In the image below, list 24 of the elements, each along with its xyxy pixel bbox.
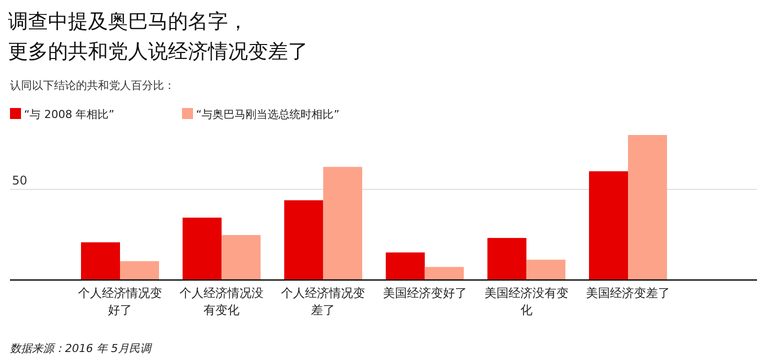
bar — [182, 218, 222, 280]
bar — [81, 242, 120, 280]
bar — [120, 261, 159, 280]
x-tick-label: 美国经济变差了 — [586, 286, 670, 300]
annotation: 50 — [12, 173, 28, 188]
chart-subtitle: 认同以下结论的共和党人百分比： — [10, 79, 175, 92]
bar — [487, 238, 526, 280]
bar — [589, 171, 628, 280]
x-tick-label: 美国经济变好了 — [382, 286, 467, 300]
bar — [386, 252, 425, 280]
x-tick-label: 个人经济情况变差了 — [281, 286, 366, 317]
bar — [323, 166, 362, 280]
bar — [424, 266, 464, 280]
legend-label: “与奥巴马刚当选总统时相比” — [196, 108, 340, 121]
bar — [222, 235, 261, 280]
bar — [284, 200, 324, 280]
x-tick-label: 美国经济没有变化 — [484, 286, 568, 317]
legend-label: “与 2008 年相比” — [24, 108, 114, 121]
source-note: 数据来源：2016 年 5月民调 — [10, 342, 153, 355]
chart-title: 调查中提及奥巴马的名字，更多的共和党人说经济情况变差了 — [8, 9, 308, 63]
x-tick-label: 个人经济情况变好了 — [78, 286, 162, 317]
bar — [526, 260, 566, 280]
x-tick-label: 个人经济情况没有变化 — [180, 286, 264, 317]
bar — [628, 135, 667, 280]
